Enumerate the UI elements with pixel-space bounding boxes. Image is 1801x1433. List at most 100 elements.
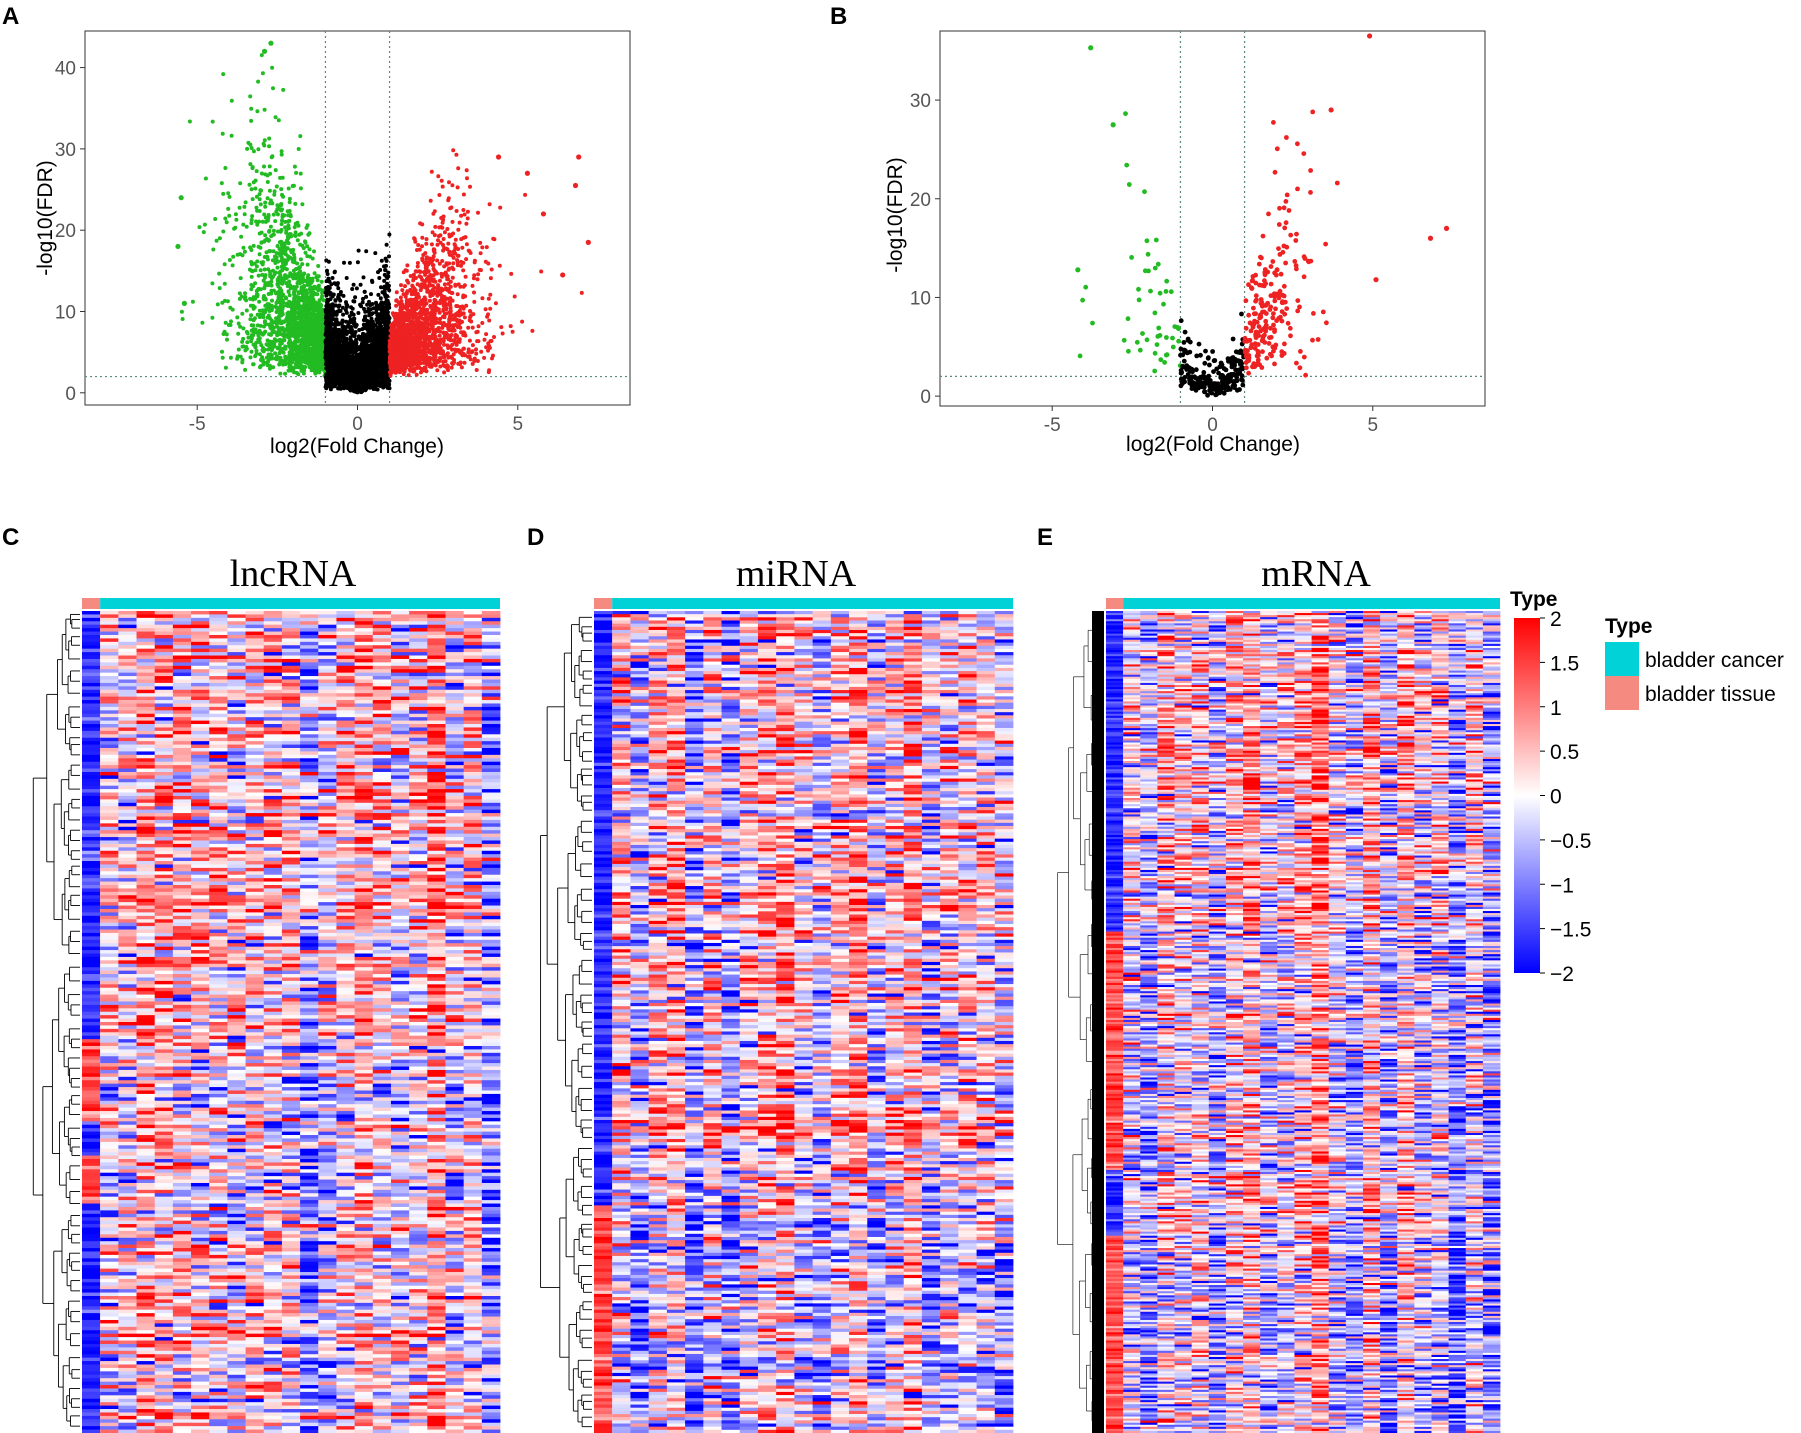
volcano-point-ns [342, 260, 346, 265]
volcano-point-down [319, 355, 324, 360]
volcano-point-down [244, 308, 249, 313]
volcano-point-down [244, 329, 249, 334]
volcano-point-ns [382, 318, 387, 323]
volcano-point-up [472, 260, 477, 265]
volcano-point-down [224, 332, 229, 337]
volcano-point-down [237, 291, 242, 296]
volcano-point-ns [346, 376, 351, 381]
volcano-point-ns [368, 385, 373, 390]
volcano-point-ns [335, 363, 340, 368]
volcano-point-ns [340, 324, 345, 329]
volcano-point-down [314, 362, 318, 367]
volcano-point-down [300, 358, 305, 363]
volcano-point-ns [369, 374, 374, 379]
volcano-point-down [279, 227, 284, 232]
volcano-point-down [269, 318, 274, 323]
volcano-point-ns [382, 289, 387, 294]
volcano-point-down [308, 351, 313, 356]
volcano-point-down [273, 115, 278, 120]
volcano-point-down [239, 294, 244, 299]
volcano-point-down [262, 320, 267, 325]
volcano-point-down [241, 245, 246, 250]
volcano-point-down [210, 119, 215, 124]
volcano-point-down [292, 370, 297, 375]
volcano-point-down [245, 340, 250, 345]
volcano-point-down [309, 293, 314, 298]
volcano-point-down [285, 274, 290, 279]
volcano-point-ns [359, 342, 364, 347]
volcano-point-down [263, 204, 268, 209]
volcano-point-down [289, 333, 294, 337]
volcano-point-down [293, 201, 298, 206]
volcano-point-ns [370, 280, 375, 284]
volcano-point-down [220, 300, 225, 305]
volcano-point-down [267, 188, 272, 193]
volcano-point-down [295, 306, 300, 310]
volcano-point-ns [370, 337, 375, 341]
data-points [175, 40, 591, 395]
volcano-point-down [270, 258, 275, 263]
volcano-point-ns [344, 362, 349, 367]
volcano-point-down [317, 298, 322, 303]
volcano-point-down [255, 109, 260, 114]
volcano-point-down [286, 241, 291, 246]
volcano-point-down [275, 356, 280, 361]
volcano-point-down [298, 134, 303, 139]
volcano-point-down [320, 290, 325, 295]
volcano-point-ns [362, 332, 366, 337]
volcano-point-down [248, 94, 253, 99]
volcano-point-ns [336, 332, 341, 337]
volcano-point-down [255, 288, 260, 293]
volcano-point-down [262, 239, 267, 244]
volcano-point-down [292, 164, 297, 169]
volcano-point-ns [324, 279, 329, 284]
volcano-point-down [229, 319, 233, 324]
volcano-point-up [415, 282, 420, 287]
volcano-point-down [240, 360, 245, 365]
volcano-point-down [253, 186, 258, 191]
volcano-point-up [415, 261, 420, 265]
volcano-point-up [476, 210, 480, 215]
volcano-point-down [289, 303, 294, 308]
volcano-point-down [300, 202, 305, 207]
volcano-point-down [243, 348, 248, 353]
volcano-point-down [238, 354, 243, 359]
volcano-point-ns [326, 298, 331, 303]
volcano-point-ns [335, 340, 340, 345]
volcano-point-down [253, 327, 258, 332]
volcano-point-down [264, 342, 269, 347]
volcano-point-down [275, 346, 280, 351]
volcano-point-up [428, 198, 433, 203]
volcano-point-down [251, 180, 256, 185]
volcano-point-ns [352, 350, 357, 355]
volcano-point-down [211, 247, 216, 252]
volcano-point-down [255, 222, 260, 227]
volcano-point-down [268, 274, 273, 279]
volcano-point-up [450, 183, 455, 188]
volcano-point-up [492, 335, 496, 339]
volcano-point-ns [361, 338, 366, 343]
volcano-point-down [263, 273, 268, 278]
volcano-point-ns [375, 356, 380, 361]
volcano-point-down [254, 194, 259, 199]
volcano-point-down [271, 288, 276, 293]
volcano-point-down [278, 286, 283, 291]
volcano-point-ns [324, 372, 329, 377]
volcano-point-down [201, 230, 206, 235]
volcano-point-down [202, 222, 207, 227]
volcano-point-down [300, 243, 305, 248]
volcano-point-ns [362, 326, 367, 330]
volcano-point-down [232, 226, 237, 231]
volcano-point-down [278, 306, 283, 311]
volcano-point-down [257, 328, 262, 333]
volcano-point-down [249, 248, 254, 252]
volcano-point-down [223, 320, 228, 325]
volcano-point-down [286, 186, 291, 191]
volcano-point-down [239, 234, 244, 239]
volcano-point-ns [387, 232, 392, 237]
volcano-point-down [271, 212, 276, 217]
volcano-point-down [254, 205, 259, 210]
volcano-point-ns [350, 287, 355, 291]
volcano-point-down [286, 368, 291, 373]
